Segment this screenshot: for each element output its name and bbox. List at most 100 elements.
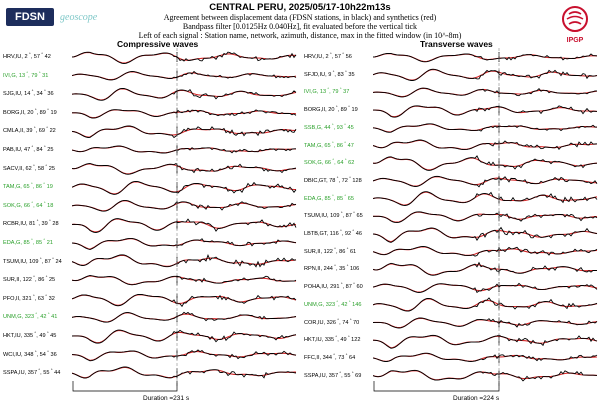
degree-mark: ° — [334, 105, 338, 111]
data-trace — [373, 105, 598, 118]
duration-bracket — [373, 381, 500, 392]
degree-mark: ° — [345, 264, 349, 270]
degree-mark: ° — [335, 299, 339, 305]
degree-mark: ° — [39, 52, 44, 57]
station-distance: , 92 — [341, 231, 352, 237]
station-label: FFC,II, 344 °, 73 ° 64 — [304, 352, 355, 362]
degree-mark: ° — [29, 182, 33, 188]
station-label: UNM,G, 323 °, 42 ° 41 — [3, 312, 57, 321]
station-max-amplitude: 122 — [349, 337, 361, 344]
data-trace — [72, 109, 297, 119]
data-trace — [72, 293, 297, 308]
degree-mark: ° — [338, 87, 342, 93]
station-label: TSUM,IU, 109 °, 87 ° 24 — [3, 256, 62, 266]
station-max-amplitude: 25 — [45, 147, 54, 153]
station-distance: , 87 — [342, 213, 352, 220]
data-trace — [373, 226, 598, 243]
data-trace — [373, 261, 598, 276]
data-trace — [72, 329, 297, 344]
data-trace — [373, 211, 598, 224]
station-id: SSPA,IU, 357 — [3, 370, 38, 377]
degree-mark: ° — [37, 368, 41, 374]
data-trace — [72, 349, 297, 362]
station-id: LBTB,GT, 116 — [304, 231, 339, 237]
synthetic-trace — [373, 139, 598, 150]
data-trace — [373, 191, 598, 206]
synthetic-trace — [373, 335, 598, 349]
degree-mark: ° — [49, 368, 53, 374]
degree-mark: ° — [331, 158, 335, 164]
synthetic-trace — [373, 263, 597, 276]
station-distance: , 34 — [33, 91, 43, 98]
station-label: IVI,G, 13 °, 79 ° 37 — [304, 87, 349, 96]
degree-mark: ° — [33, 349, 37, 355]
synthetic-trace — [373, 176, 597, 187]
data-trace — [373, 334, 598, 349]
degree-mark: ° — [351, 211, 355, 217]
station-max-amplitude: 25 — [47, 165, 55, 172]
station-id: DBIC,GT, 78 — [304, 177, 336, 184]
station-label: BORG,II, 20 °, 89 ° 19 — [3, 108, 57, 117]
station-id: TSUM,IU, 109 — [3, 258, 39, 265]
station-distance: , 49 — [36, 333, 46, 339]
degree-mark: ° — [42, 145, 46, 150]
synthetic-trace — [373, 191, 598, 206]
station-label: CMLA,II, 39 °, 69 ° 22 — [3, 126, 56, 135]
data-trace — [373, 155, 598, 171]
station-label: RCBR,IU, 81 °, 39 ° 28 — [3, 219, 59, 228]
station-id: SUR,II, 122 — [304, 248, 333, 255]
data-trace — [373, 352, 598, 362]
station-max-amplitude: 65 — [346, 195, 354, 202]
synthetic-trace — [373, 211, 598, 223]
station-label: SSPA,IU, 357 °, 55 ° 44 — [3, 368, 60, 377]
compressive-waveform-panel — [72, 48, 297, 392]
degree-mark: ° — [339, 211, 343, 217]
synthetic-trace — [373, 69, 598, 81]
degree-mark: ° — [343, 193, 347, 199]
degree-mark: ° — [330, 140, 334, 146]
synthetic-trace — [72, 312, 297, 323]
station-label: HKT,IU, 335 °, 49 ° 122 — [304, 335, 361, 344]
synthetic-trace — [72, 125, 297, 138]
station-max-amplitude: 47 — [346, 142, 354, 149]
degree-mark: ° — [335, 175, 339, 181]
data-trace — [72, 125, 297, 139]
degree-mark: ° — [35, 219, 39, 225]
degree-mark: ° — [347, 299, 351, 305]
degree-mark: ° — [347, 175, 351, 181]
synthetic-trace — [72, 145, 297, 154]
station-max-amplitude: 21 — [45, 240, 53, 246]
degree-mark: ° — [344, 352, 348, 358]
degree-mark: ° — [340, 52, 345, 57]
station-distance: , 79 — [28, 72, 38, 79]
station-max-amplitude: 19 — [48, 109, 57, 116]
station-distance: , 49 — [337, 337, 347, 344]
station-max-amplitude: 69 — [353, 372, 362, 379]
station-max-amplitude: 46 — [354, 231, 362, 237]
degree-mark: ° — [30, 145, 34, 150]
degree-mark: ° — [46, 312, 50, 318]
station-id: RPN,II, 244 — [304, 266, 333, 273]
degree-mark: ° — [339, 282, 343, 288]
degree-mark: ° — [343, 140, 347, 146]
data-trace — [72, 275, 297, 286]
degree-mark: ° — [50, 256, 54, 262]
degree-mark: ° — [30, 89, 34, 95]
station-distance: , 83 — [334, 71, 344, 78]
data-trace — [72, 199, 297, 212]
degree-mark: ° — [37, 70, 41, 76]
station-max-amplitude: 128 — [350, 177, 362, 184]
station-max-amplitude: 32 — [47, 295, 55, 302]
synthetic-trace — [72, 181, 296, 195]
degree-mark: ° — [351, 282, 355, 288]
ipgp-emblem-icon — [562, 6, 588, 32]
station-id: TAM,G, 65 — [304, 142, 331, 149]
station-label: SUR,II, 122 °, 86 ° 61 — [304, 247, 356, 256]
data-trace — [72, 180, 297, 195]
station-distance: , 79 — [329, 89, 339, 96]
station-distance: , 42 — [338, 301, 348, 308]
station-id: UNM,G, 323 — [304, 301, 336, 308]
degree-mark: ° — [31, 163, 35, 169]
degree-mark: ° — [338, 229, 342, 234]
transverse-title: Transverse waves — [420, 39, 493, 49]
